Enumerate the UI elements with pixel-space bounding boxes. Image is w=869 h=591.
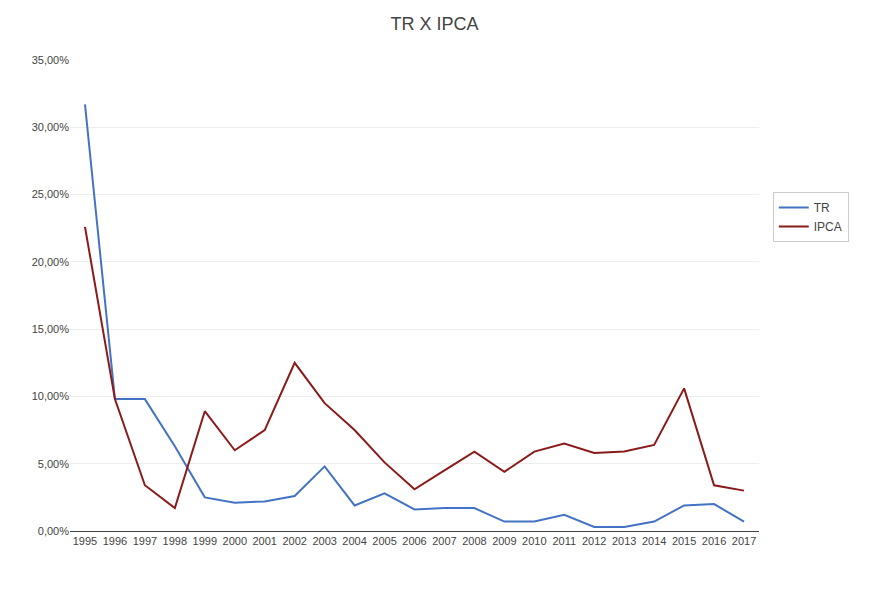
svg-text:2016: 2016	[702, 535, 726, 547]
svg-text:35,00%: 35,00%	[32, 54, 70, 66]
svg-text:2013: 2013	[612, 535, 636, 547]
svg-text:10,00%: 10,00%	[32, 390, 70, 402]
svg-text:2000: 2000	[223, 535, 247, 547]
svg-text:25,00%: 25,00%	[32, 188, 70, 200]
svg-text:2005: 2005	[372, 535, 396, 547]
svg-text:2009: 2009	[492, 535, 516, 547]
svg-text:2010: 2010	[522, 535, 546, 547]
svg-text:2004: 2004	[342, 535, 366, 547]
svg-text:2014: 2014	[642, 535, 666, 547]
svg-text:2012: 2012	[582, 535, 606, 547]
svg-text:30,00%: 30,00%	[32, 121, 70, 133]
svg-text:20,00%: 20,00%	[32, 256, 70, 268]
svg-text:TR X IPCA: TR X IPCA	[390, 14, 478, 34]
svg-text:2008: 2008	[462, 535, 486, 547]
svg-text:2003: 2003	[312, 535, 336, 547]
svg-text:2001: 2001	[252, 535, 276, 547]
svg-text:2006: 2006	[402, 535, 426, 547]
svg-text:2017: 2017	[732, 535, 756, 547]
svg-text:15,00%: 15,00%	[32, 323, 70, 335]
svg-text:TR: TR	[814, 201, 830, 215]
svg-text:2015: 2015	[672, 535, 696, 547]
svg-text:1996: 1996	[103, 535, 127, 547]
svg-text:2002: 2002	[282, 535, 306, 547]
svg-text:0,00%: 0,00%	[38, 525, 69, 537]
svg-text:2011: 2011	[552, 535, 576, 547]
svg-text:1997: 1997	[133, 535, 157, 547]
svg-text:2007: 2007	[432, 535, 456, 547]
svg-text:1998: 1998	[163, 535, 187, 547]
svg-text:1999: 1999	[193, 535, 217, 547]
svg-text:IPCA: IPCA	[814, 220, 842, 234]
svg-text:5,00%: 5,00%	[38, 458, 69, 470]
svg-text:1995: 1995	[73, 535, 97, 547]
